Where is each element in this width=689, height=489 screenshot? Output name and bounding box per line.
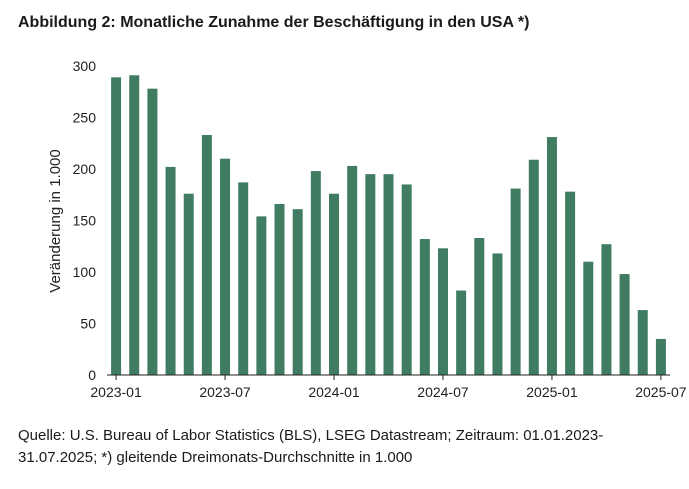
source-note: Quelle: U.S. Bureau of Labor Statistics … xyxy=(18,425,684,469)
bar-2023-08 xyxy=(238,182,249,375)
y-axis-label: Veränderung in 1.000 xyxy=(47,149,64,292)
x-tick-label: 2023-01 xyxy=(90,384,142,400)
y-tick-label: 0 xyxy=(88,367,96,383)
bar-2025-06 xyxy=(637,310,648,375)
bar-2023-12 xyxy=(310,171,321,375)
source-line-1: Quelle: U.S. Bureau of Labor Statistics … xyxy=(18,427,604,444)
bar-2024-09 xyxy=(474,238,485,375)
bar-2025-01 xyxy=(546,137,557,375)
bar-2023-05 xyxy=(183,193,194,375)
y-tick-label: 150 xyxy=(73,213,97,229)
bar-2023-03 xyxy=(147,88,158,375)
y-tick-label: 250 xyxy=(73,110,97,126)
x-tick-label: 2024-07 xyxy=(417,384,469,400)
x-axis-ticks: 2023-01 2023-07 2024-01 2024-07 2025-01 2025-… xyxy=(90,375,687,400)
bar-2024-02 xyxy=(347,165,358,375)
bar-2024-06 xyxy=(419,239,430,375)
source-line-2: 31.07.2025; *) gleitende Dreimonats-Durc… xyxy=(18,449,413,466)
bar-2023-09 xyxy=(256,216,267,375)
bar-2025-07 xyxy=(655,338,666,375)
bar-2024-07 xyxy=(437,248,448,375)
x-tick-label: 2025-07 xyxy=(635,384,687,400)
bar-2023-06 xyxy=(201,135,212,375)
bar-2024-01 xyxy=(329,193,340,375)
bar-2024-10 xyxy=(492,253,503,375)
page-title: Abbildung 2: Monatliche Zunahme der Besc… xyxy=(18,14,530,31)
bar-2025-03 xyxy=(583,261,594,375)
bar-2024-04 xyxy=(383,174,394,375)
bar-2023-11 xyxy=(292,209,303,375)
x-tick-label: 2025-01 xyxy=(526,384,578,400)
bar-series xyxy=(111,75,666,376)
y-tick-label: 200 xyxy=(73,161,97,177)
bar-2023-10 xyxy=(274,204,285,375)
bar-2024-03 xyxy=(365,174,376,375)
bar-2023-01 xyxy=(111,77,122,375)
bar-2025-04 xyxy=(601,244,612,375)
y-tick-label: 100 xyxy=(73,264,97,280)
bar-2023-07 xyxy=(220,158,231,375)
bar-chart: 2023-01 2023-07 2024-01 2024-07 2025-01 2025-… xyxy=(47,58,687,400)
y-tick-label: 300 xyxy=(73,58,97,74)
y-axis-ticks: 0 50 100 150 200 250 300 xyxy=(73,58,97,383)
bar-2023-02 xyxy=(129,75,140,376)
bar-2024-11 xyxy=(510,188,521,375)
bar-2024-05 xyxy=(401,184,412,375)
x-tick-label: 2024-01 xyxy=(308,384,360,400)
x-tick-label: 2023-07 xyxy=(199,384,251,400)
bar-2025-05 xyxy=(619,274,630,375)
bar-2023-04 xyxy=(165,166,176,375)
y-tick-label: 50 xyxy=(80,316,96,332)
bar-2024-08 xyxy=(456,290,467,375)
bar-2025-02 xyxy=(565,191,576,375)
bar-2024-12 xyxy=(528,159,539,375)
